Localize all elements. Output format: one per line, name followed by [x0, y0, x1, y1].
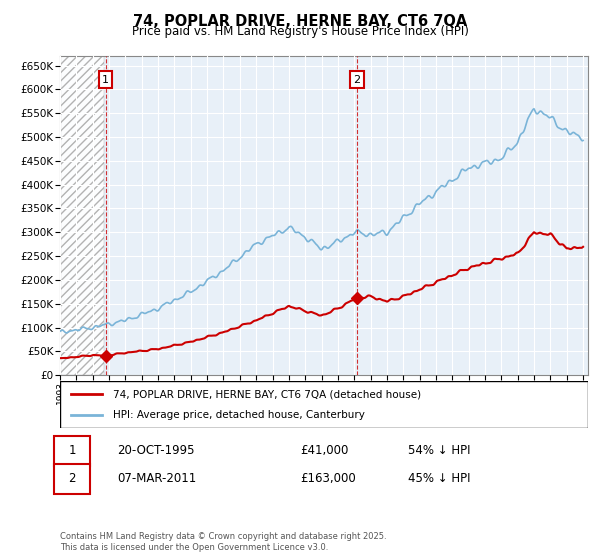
Text: 45% ↓ HPI: 45% ↓ HPI [408, 472, 470, 486]
Text: £163,000: £163,000 [300, 472, 356, 486]
Text: 07-MAR-2011: 07-MAR-2011 [117, 472, 196, 486]
Text: 54% ↓ HPI: 54% ↓ HPI [408, 444, 470, 458]
Text: 2: 2 [68, 472, 76, 486]
Text: Price paid vs. HM Land Registry's House Price Index (HPI): Price paid vs. HM Land Registry's House … [131, 25, 469, 38]
Text: Contains HM Land Registry data © Crown copyright and database right 2025.
This d: Contains HM Land Registry data © Crown c… [60, 532, 386, 552]
Text: 20-OCT-1995: 20-OCT-1995 [117, 444, 194, 458]
Text: 74, POPLAR DRIVE, HERNE BAY, CT6 7QA (detached house): 74, POPLAR DRIVE, HERNE BAY, CT6 7QA (de… [113, 389, 421, 399]
Text: 1: 1 [102, 75, 109, 85]
Bar [60, 56, 104, 375]
Text: HPI: Average price, detached house, Canterbury: HPI: Average price, detached house, Cant… [113, 410, 365, 420]
Text: 1: 1 [68, 444, 76, 458]
Text: 2: 2 [353, 75, 361, 85]
Text: £41,000: £41,000 [300, 444, 349, 458]
FancyBboxPatch shape [60, 381, 588, 428]
Text: 74, POPLAR DRIVE, HERNE BAY, CT6 7QA: 74, POPLAR DRIVE, HERNE BAY, CT6 7QA [133, 14, 467, 29]
